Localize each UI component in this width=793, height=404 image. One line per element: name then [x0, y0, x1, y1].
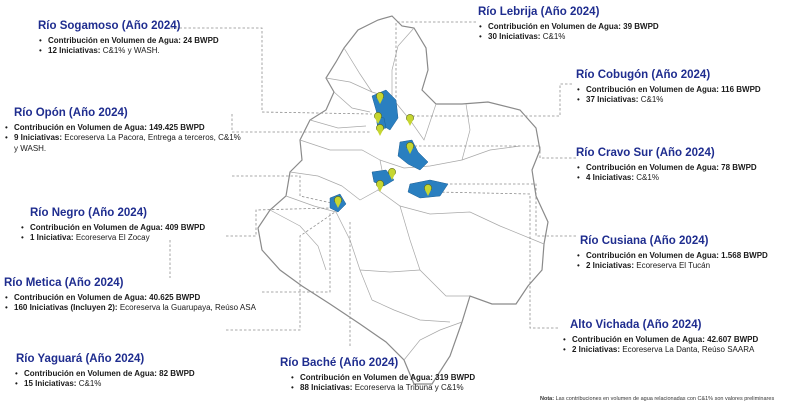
card-alto-vichada: Alto Vichada (Año 2024) Contribución en …: [562, 320, 788, 356]
initiatives-line: 1 Iniciativa: Ecoreserva El Zocay: [20, 233, 250, 244]
map-pin-icon: [406, 142, 414, 154]
initiatives-line: 160 Iniciativas (Incluyen 2): Ecoreserva…: [4, 303, 266, 314]
volume-line: Contribución en Volumen de Agua: 24 BWPD: [38, 36, 248, 47]
initiatives-line: 2 Iniciativas: Ecoreserva La Danta, Reús…: [562, 345, 788, 356]
map-pin-icon: [376, 180, 384, 192]
card-title: Río Cusiana (Año 2024): [580, 235, 709, 247]
card-rio-metica: Río Metica (Año 2024) Contribución en Vo…: [4, 278, 266, 314]
initiatives-line: 30 Iniciativas: C&1%: [478, 32, 698, 43]
volume-line: Contribución en Volumen de Agua: 149.425…: [4, 123, 244, 134]
card-rio-lebrija: Río Lebrija (Año 2024) Contribución en V…: [478, 7, 698, 43]
card-title: Río Opón (Año 2024): [14, 107, 128, 119]
volume-line: Contribución en Volumen de Agua: 40.625 …: [4, 293, 266, 304]
card-rio-cusiana: Río Cusiana (Año 2024) Contribución en V…: [576, 236, 790, 272]
card-rio-bache: Río Baché (Año 2024) Contribución en Vol…: [280, 358, 520, 394]
card-rio-yaguara: Río Yaguará (Año 2024) Contribución en V…: [4, 354, 234, 390]
card-rio-negro: Río Negro (Año 2024) Contribución en Vol…: [20, 208, 250, 244]
card-title: Río Yaguará (Año 2024): [16, 353, 145, 365]
footnote: Nota: Las contribuciones en volumen de a…: [540, 396, 775, 402]
card-title: Río Metica (Año 2024): [4, 277, 124, 289]
initiatives-line: 9 Iniciativas: Ecoreserva La Pacora, Ent…: [4, 133, 244, 154]
initiatives-line: 37 Iniciativas: C&1%: [576, 95, 786, 106]
country-outline: [257, 15, 549, 385]
volume-line: Contribución en Volumen de Agua: 42.607 …: [562, 335, 788, 346]
card-rio-cobugon: Río Cobugón (Año 2024) Contribución en V…: [576, 70, 786, 106]
basin-cobugon: [397, 139, 429, 171]
map-pin-icon: [406, 114, 414, 126]
volume-line: Contribución en Volumen de Agua: 78 BWPD: [576, 163, 786, 174]
card-rio-sogamoso: Río Sogamoso (Año 2024) Contribución en …: [38, 21, 248, 57]
card-title: Río Cravo Sur (Año 2024): [576, 147, 715, 159]
map-pin-icon: [376, 124, 384, 136]
initiatives-line: 2 Iniciativas: Ecoreserva El Tucán: [576, 261, 790, 272]
card-title: Río Negro (Año 2024): [30, 207, 147, 219]
map-markers: [334, 92, 432, 208]
card-rio-opon: Río Opón (Año 2024) Contribución en Volu…: [4, 108, 244, 154]
map-pin-icon: [374, 112, 382, 124]
card-title: Río Sogamoso (Año 2024): [38, 20, 181, 32]
initiatives-line: 12 Iniciativas: C&1% y WASH.: [38, 46, 248, 57]
volume-line: Contribución en Volumen de Agua: 409 BWP…: [20, 223, 250, 234]
volume-line: Contribución en Volumen de Agua: 116 BWP…: [576, 85, 786, 96]
volume-line: Contribución en Volumen de Agua: 39 BWPD: [478, 22, 698, 33]
volume-line: Contribución en Volumen de Agua: 1.568 B…: [576, 251, 790, 262]
map-pin-icon: [376, 92, 384, 104]
map-pin-icon: [334, 196, 342, 208]
card-rio-cravo-sur: Río Cravo Sur (Año 2024) Contribución en…: [576, 148, 786, 184]
card-title: Río Baché (Año 2024): [280, 357, 399, 369]
volume-line: Contribución en Volumen de Agua: 319 BWP…: [290, 373, 520, 384]
card-title: Río Lebrija (Año 2024): [478, 6, 600, 18]
card-title: Alto Vichada (Año 2024): [570, 319, 702, 331]
initiatives-line: 4 Iniciativas: C&1%: [576, 173, 786, 184]
map-pin-icon: [388, 168, 396, 180]
initiatives-line: 88 Iniciativas: Ecoreserva la Tribuna y …: [290, 383, 520, 394]
volume-line: Contribución en Volumen de Agua: 82 BWPD: [14, 369, 234, 380]
card-title: Río Cobugón (Año 2024): [576, 69, 711, 81]
map-pin-icon: [424, 184, 432, 196]
initiatives-line: 15 Iniciativas: C&1%: [14, 379, 234, 390]
